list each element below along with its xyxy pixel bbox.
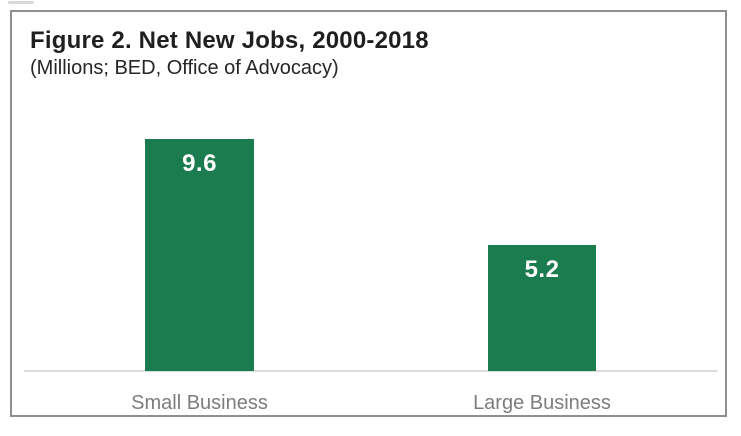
scan-artifact-mark [8, 1, 34, 4]
chart-subtitle: (Millions; BED, Office of Advocacy) [30, 57, 339, 79]
chart-title: Figure 2. Net New Jobs, 2000-2018 [30, 27, 429, 54]
chart-frame [10, 10, 727, 417]
